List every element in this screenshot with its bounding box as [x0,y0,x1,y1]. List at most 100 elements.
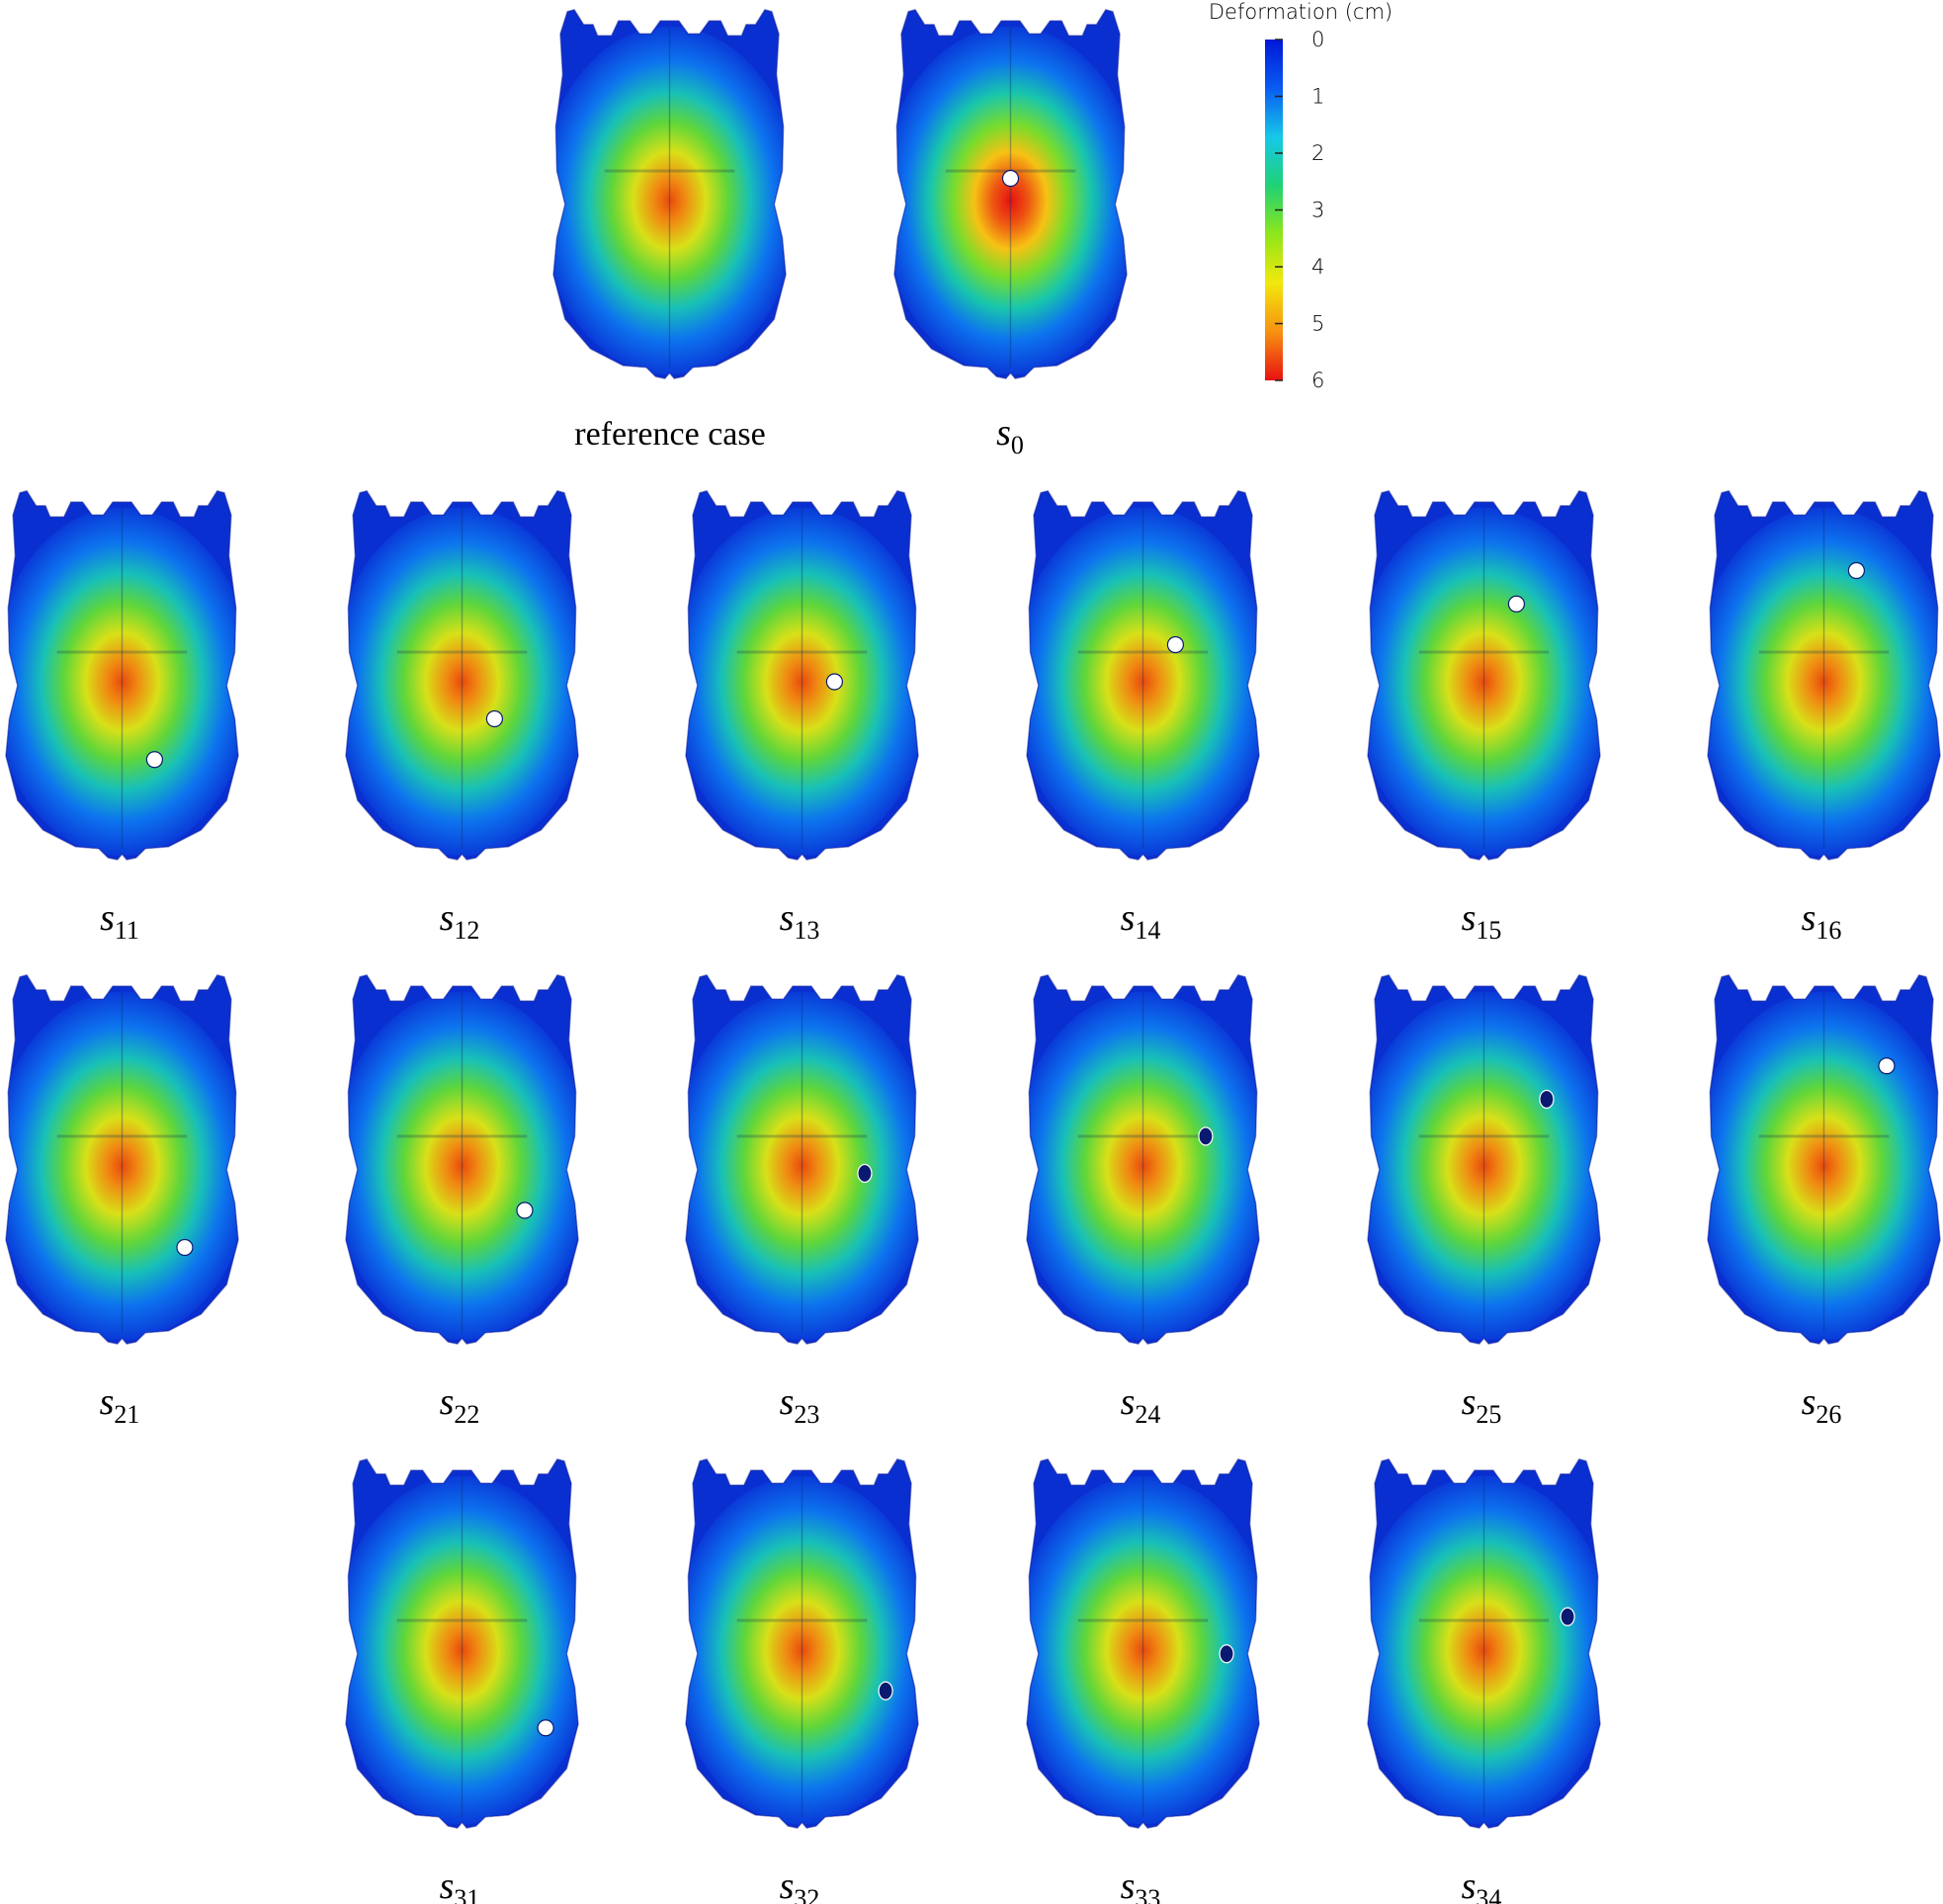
trocar-hole [176,1238,194,1257]
colorbar-tick-label: 4 [1311,255,1324,279]
trocar-hole [857,1163,873,1184]
deformation-field [346,991,578,1341]
panel-s22: s22 [345,974,579,1429]
trocar-hole [825,673,844,691]
abdomen-outline [1026,490,1260,861]
abdomen-outline [1707,974,1941,1345]
panel-s26: s26 [1707,974,1941,1429]
deformation-field [1368,507,1600,857]
deformation-field [1368,1475,1600,1825]
abdomen-surface [6,490,238,860]
abdomen-surface [686,490,918,860]
deformation-field [1027,1475,1259,1825]
panel-label: s14 [1121,897,1161,945]
panel-label: s13 [780,897,820,945]
abdomen-surface [1368,1458,1600,1828]
panel-s14: s14 [1026,490,1260,945]
deformation-field [1708,991,1940,1341]
panel-label: s22 [440,1381,480,1429]
panel-label: s15 [1462,897,1502,945]
abdomen-outline [685,490,919,861]
deformation-field [894,26,1127,375]
deformation-field [686,1475,918,1825]
panel-s33: s33 [1026,1458,1260,1904]
abdomen-outline [685,974,919,1345]
deformation-field [1708,507,1940,857]
abdomen-outline [345,490,579,861]
abdomen-surface [1368,974,1600,1344]
panel-s34: s34 [1367,1458,1601,1904]
trocar-hole [1001,169,1020,188]
abdomen-outline [345,974,579,1345]
trocar-hole [1219,1644,1234,1664]
panel-s12: s12 [345,490,579,945]
abdomen-outline [345,1458,579,1829]
panel-s32: s32 [685,1458,919,1904]
abdomen-surface [1708,974,1940,1344]
colorbar: Deformation (cm) 0 1 2 3 4 5 6 [1209,0,1393,392]
panel-label: s11 [100,897,139,945]
trocar-hole [537,1719,554,1737]
panel-s11: s11 [5,490,239,945]
abdomen-surface [1027,490,1259,860]
panel-s25: s25 [1367,974,1601,1429]
panel-label: s16 [1802,897,1842,945]
abdomen-outline [1367,974,1601,1345]
colorbar-tick-label: 1 [1311,85,1324,109]
panel-label: s21 [100,1381,140,1429]
panel-s23: s23 [685,974,919,1429]
panel-ref: reference case [552,9,787,453]
panel-label: s24 [1121,1381,1161,1429]
abdomen-surface [1368,490,1600,860]
deformation-field [1027,507,1259,857]
abdomen-surface [1708,490,1940,860]
panel-s21: s21 [5,974,239,1429]
colorbar-ticks: 0 1 2 3 4 5 6 [1275,28,1324,392]
abdomen-outline [1367,490,1601,861]
deformation-field [553,26,786,375]
colorbar-title: Deformation (cm) [1209,0,1393,24]
deformation-field [686,991,918,1341]
abdomen-surface [6,974,238,1344]
abdomen-surface [346,1458,578,1828]
colorbar-tick-label: 0 [1311,28,1324,51]
deformation-field [1368,991,1600,1341]
panel-label: reference case [574,416,765,453]
trocar-hole [145,751,163,769]
deformation-field [346,1475,578,1825]
panel-label: s31 [440,1865,480,1904]
trocar-hole [1560,1607,1575,1626]
abdomen-outline [1026,974,1260,1345]
panels-layer: reference case s0 s11 s12 s13 s14 s15 s16 s21 s22… [5,9,1941,1904]
abdomen-surface [1027,974,1259,1344]
abdomen-surface [346,974,578,1344]
trocar-hole [1166,635,1185,654]
trocar-hole [485,709,503,728]
abdomen-surface [1027,1458,1259,1828]
trocar-hole [1847,561,1866,580]
panel-label: s25 [1462,1381,1502,1429]
abdomen-outline [5,974,239,1345]
deformation-field [1027,991,1259,1341]
abdomen-surface [894,9,1127,378]
trocar-hole [1198,1126,1214,1146]
panel-s16: s16 [1707,490,1941,945]
abdomen-outline [552,9,787,379]
abdomen-outline [685,1458,919,1829]
panel-s13: s13 [685,490,919,945]
abdomen-outline [5,490,239,861]
abdomen-outline [1026,1458,1260,1829]
panel-label: s34 [1462,1865,1502,1904]
deformation-field [346,507,578,857]
panel-label: s26 [1802,1381,1842,1429]
panel-s31: s31 [345,1458,579,1904]
colorbar-tick-label: 3 [1311,199,1324,222]
abdomen-outline [893,9,1128,379]
panel-s15: s15 [1367,490,1601,945]
panel-s0: s0 [893,9,1128,459]
deformation-field [686,507,918,857]
trocar-hole [1507,595,1526,613]
trocar-hole [1539,1089,1555,1110]
colorbar-tick-label: 2 [1311,141,1324,165]
